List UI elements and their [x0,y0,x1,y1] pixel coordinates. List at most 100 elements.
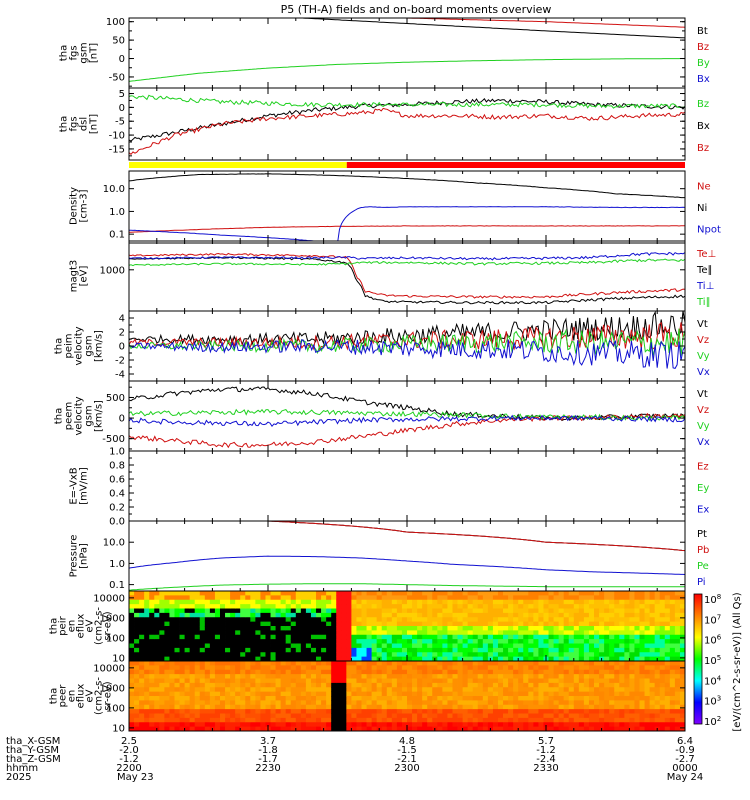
y-tick-label: 0.1 [109,580,125,591]
spectrogram-cell [669,696,676,701]
spectrogram-cell [614,696,620,701]
spectrogram-cell [219,634,226,640]
spectrogram-cell [588,722,595,728]
spectrogram-cell [417,617,423,623]
spectrogram-cell [396,665,403,671]
spectrogram-cell [199,669,206,675]
spectrogram-cell [316,674,322,679]
spectrogram-cell [624,643,630,649]
spectrogram-cell [295,634,302,640]
spectrogram-cell [417,717,423,723]
spectrogram-cell [371,674,378,679]
spectrogram-cell [523,599,529,605]
spectrogram-cell [174,647,180,653]
spectrogram-cell [169,604,175,609]
spectrogram-cell [255,717,261,723]
footer-row-label: tha_Z-GSM [6,754,61,765]
spectrogram-cell [331,717,337,723]
spectrogram-cell [270,696,276,701]
spectrogram-cell [245,626,251,631]
spectrogram-cell [543,709,549,714]
spectrogram-cell [513,722,519,728]
spectrogram-cell [159,678,165,684]
spectrogram-cell [583,604,590,609]
spectrogram-cell [578,639,585,644]
spectrogram-cell [396,726,403,731]
spectrogram-cell [285,617,292,623]
spectrogram-cell [174,696,180,701]
spectrogram-cell [578,669,585,675]
spectrogram-cell [285,591,292,596]
spectrogram-cell [351,617,357,623]
spectrogram-cell [184,652,191,658]
spectrogram-cell [275,691,282,697]
spectrogram-cell [316,647,322,653]
spectrogram-cell [523,617,529,623]
spectrogram-cell [508,665,514,671]
spectrogram-cell [538,652,544,658]
spectrogram-cell [179,608,185,614]
spectrogram-cell [644,652,651,658]
spectrogram-cell [250,652,256,658]
spectrogram-cell [346,709,352,714]
spectrogram-cell [346,630,352,636]
spectrogram-cell [619,700,625,706]
spectrogram-cell [310,687,317,693]
y-tick-label: 0 [119,342,125,353]
spectrogram-cell [396,612,403,618]
spectrogram-cell [280,717,287,723]
spectrogram-cell [260,595,266,601]
spectrogram-cell [381,621,388,627]
spectrogram-cell [386,696,393,701]
spectrogram-cell [634,687,640,693]
spectrogram-cell [290,617,297,623]
spectrogram-cell [174,617,180,623]
spectrogram-cell [184,722,191,728]
spectrogram-cell [310,678,317,684]
spectrogram-cell [376,661,383,666]
spectrogram-cell [396,608,403,614]
spectrogram-cell [391,639,398,644]
spectrogram-cell [270,713,276,719]
spectrogram-cell [679,661,685,666]
spectrogram-cell [305,726,312,731]
spectrogram-cell [528,608,534,614]
spectrogram-cell [629,608,635,614]
spectrogram-cell [179,669,185,675]
spectrogram-cell [265,639,271,644]
spectrogram-cell [432,682,438,688]
spectrogram-cell [594,599,600,605]
spectrogram-cell [437,612,443,618]
spectrogram-cell [604,599,610,605]
spectrogram-cell [477,621,484,627]
spectrogram-cell [316,643,322,649]
spectrogram-cell [437,604,443,609]
spectrogram-cell [366,674,373,679]
spectrogram-cell [568,682,575,688]
spectrogram-cell [649,669,656,675]
spectrogram-cell [356,599,362,605]
spectrogram-cell [442,630,448,636]
legend-entry: Ti⊥ [696,281,714,292]
spectrogram-cell [159,634,165,640]
spectrogram-cell [189,647,196,653]
spectrogram-cell [609,634,615,640]
spectrogram-cell [629,591,635,596]
spectrogram-cell [634,652,640,658]
spectrogram-cell [381,608,388,614]
spectrogram-cell [149,665,155,671]
spectrogram-cell [376,665,383,671]
spectrogram-cell [664,682,671,688]
spectrogram-cell [134,626,140,631]
spectrogram-cell [361,652,367,658]
spectrogram-cell [447,696,453,701]
spectrogram-cell [209,617,216,623]
spectrogram-cell [149,634,155,640]
spectrogram-cell [422,630,428,636]
spectrogram-cell [310,722,317,728]
spectrogram-cell [528,704,534,710]
y-tick-label: 1.0 [109,447,125,458]
spectrogram-cell [280,621,287,627]
series-line-By [129,58,685,82]
spectrogram-cell [331,696,337,701]
